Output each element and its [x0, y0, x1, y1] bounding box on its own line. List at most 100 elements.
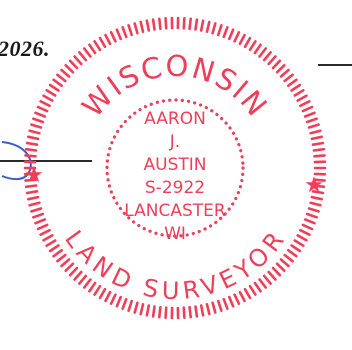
seal-ring-tick [310, 135, 324, 141]
seal-ring-tick [267, 270, 277, 281]
seal-ring-tick [45, 89, 57, 97]
seal-line-license: S-2922 [145, 178, 205, 198]
seal-ring-tick [286, 249, 298, 258]
seal-ring-tick [45, 239, 57, 247]
seal-ring-tick [60, 258, 71, 268]
seal-ring-tick [127, 299, 133, 313]
seal-ring-tick [73, 55, 83, 66]
seal-ring-tick [228, 295, 235, 308]
seal-ring-tick [262, 51, 272, 62]
seal-ring-tick [262, 274, 272, 285]
seal-ring-tick [253, 281, 262, 293]
seal-ring-tick [24, 154, 37, 158]
seal-ring-tick [258, 278, 268, 289]
seal-ring-tick [188, 305, 192, 319]
seal-ring-tick [290, 83, 302, 92]
seal-ring-tick [39, 228, 51, 236]
seal-ring-tick [28, 201, 41, 207]
seal-ring-tick [182, 306, 186, 320]
seal-ring-tick [42, 234, 54, 242]
seal-ring-tick [78, 274, 88, 285]
seal-ring-tick [34, 218, 47, 225]
seal-ring-tick [98, 287, 107, 300]
seal-ring-tick [311, 190, 325, 195]
seal-ring-tick [145, 19, 151, 32]
seal-ring-tick [68, 266, 79, 277]
seal-ring-tick [233, 30, 241, 43]
seal-ring-tick [68, 59, 79, 70]
seal-ring-tick [36, 223, 49, 231]
seal-ring-tick [64, 64, 75, 74]
seal-ring-tick [222, 297, 229, 310]
seal-ring-tick [56, 73, 67, 83]
seal-ring-tick [243, 287, 252, 300]
seal-ring-tick [303, 111, 316, 118]
seal-ring-tick [52, 249, 64, 258]
seal-line-city: LANCASTER [124, 201, 226, 221]
seal-ring-tick [25, 141, 39, 146]
seal-ring-tick [205, 20, 211, 34]
seal-ring-tick [275, 262, 286, 273]
seal-line-first-name: AARON [144, 109, 206, 129]
seal-ring-tick [267, 55, 277, 66]
seal-ring-tick [307, 123, 320, 129]
seal-ring-tick [188, 17, 192, 31]
signature-line [0, 160, 92, 162]
seal-ring-tick [243, 36, 252, 49]
seal-ring-tick [48, 83, 60, 92]
seal-ring-tick [211, 22, 217, 35]
seal-ring-tick [26, 195, 40, 201]
seal-ring-tick [26, 135, 40, 141]
seal-ring-tick [83, 47, 92, 58]
seal-ring-tick [28, 129, 41, 135]
seal-ring-tick [205, 302, 211, 316]
seal-ring-tick [313, 178, 326, 182]
seal-ring-tick [290, 244, 302, 253]
seal-ring-tick [271, 266, 282, 277]
seal-ring-tick [25, 190, 39, 195]
seal-ring-tick [93, 40, 102, 52]
seal-ring-tick [301, 223, 314, 231]
seal-ring-tick [258, 47, 268, 58]
seal-ring-tick [109, 30, 117, 43]
seal-ring-tick [307, 207, 320, 213]
seal-ring-tick [299, 228, 311, 236]
seal-ring-tick [115, 28, 122, 41]
seal-ring-tick [56, 253, 67, 263]
seal-ring-tick [31, 212, 45, 219]
seal-ring-tick [248, 284, 257, 296]
seal-ring-tick [283, 253, 294, 263]
seal-inner-ring [105, 98, 245, 238]
seal-ring-tick [30, 207, 43, 213]
seal-ring-tick [199, 304, 205, 317]
seal-ring-tick [296, 234, 308, 242]
seal-ring-tick [88, 43, 97, 55]
seal-ring-tick [199, 19, 205, 32]
seal-ring-tick [275, 64, 286, 74]
seal-ring-tick [310, 195, 324, 201]
seal-line-state: WI [164, 224, 186, 244]
seal-ring-tick [313, 154, 326, 158]
seal-ring-tick [253, 43, 262, 55]
seal-ring-tick [238, 290, 246, 303]
seal-ring-tick [233, 293, 241, 306]
seal-ring-tick [64, 262, 75, 273]
seal-ring-tick [133, 22, 139, 35]
seal-ring-tick [139, 20, 145, 34]
date-text: 2026. [0, 36, 50, 61]
seal-ring-tick [293, 89, 305, 97]
seal-ring-tick [217, 23, 223, 37]
seal-ring-tick [30, 123, 43, 129]
seal-ring-tick [158, 17, 162, 31]
seal-ring-tick [60, 68, 71, 78]
seal-ring-tick [31, 117, 45, 124]
seal-ring-tick [139, 302, 145, 316]
seal-ring-tick [309, 129, 322, 135]
seal-ring-tick [286, 78, 298, 87]
seal-ring-tick [217, 299, 223, 313]
seal-ring-tick [151, 18, 156, 31]
seal-ring-tick [104, 33, 112, 46]
seal-ring-tick [48, 244, 60, 253]
seal-star-right: ★ [304, 173, 324, 198]
seal-ring-tick [305, 117, 319, 124]
